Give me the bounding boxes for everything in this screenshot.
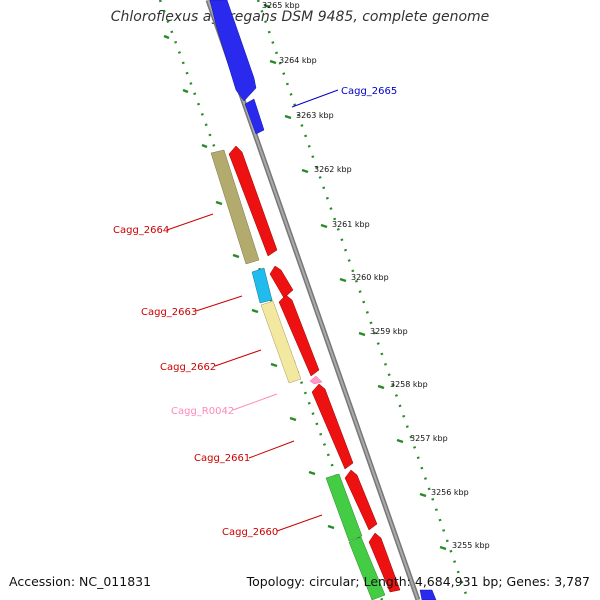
tick-label: 3260 kbp [351,273,389,282]
inner-ruler-ticks [163,34,335,530]
gene-label-cagg-2664[interactable]: Cagg_2664 [113,225,169,236]
gene-labels: Cagg_2665 Cagg_2664 Cagg_2663 Cagg_2662 … [113,86,397,538]
gene-label-cagg-2662[interactable]: Cagg_2662 [160,362,216,373]
map-title: Chloroflexus aggregans DSM 9485, complet… [110,9,490,25]
tick-label: 3258 kbp [390,380,428,389]
cds-feature-cagg-2662[interactable] [278,294,320,377]
tick-label: 3259 kbp [370,327,408,336]
tick-label: 3257 kbp [410,434,448,443]
cds-feature-cagg-2665-top[interactable] [209,0,257,102]
cog-category-features [210,149,386,600]
cog-bar-cagg-2660[interactable] [348,536,386,600]
cds-feature-cagg-2665[interactable] [244,98,265,135]
cds-feature-next[interactable] [368,532,401,593]
cog-bar-cagg-2661[interactable] [325,473,363,542]
tick-label: 3261 kbp [332,220,370,229]
forward-strand-features [209,0,437,600]
tick-label: 3255 kbp [452,541,490,550]
gene-label-cagg-r0042[interactable]: Cagg_R0042 [171,406,234,417]
gene-label-cagg-2661[interactable]: Cagg_2661 [194,453,250,464]
cog-bar-cagg-2663[interactable] [251,267,273,304]
outer-ruler-ticks [263,3,447,551]
cds-feature-cagg-2663[interactable] [269,265,294,299]
cog-bar-cagg-2662[interactable] [260,300,302,384]
tick-label: 3256 kbp [431,488,469,497]
reverse-strand-features [228,145,401,593]
label-leaders [166,89,339,532]
accession-text: Accession: NC_011831 [9,574,152,589]
tick-label: 3264 kbp [279,56,317,65]
cds-feature-cagg-2660[interactable] [344,469,378,531]
cds-feature-bottom[interactable] [419,589,437,600]
tick-label: 3265 kbp [262,1,300,10]
genome-summary-text: Topology: circular; Length: 4,684,931 bp… [246,574,590,589]
tick-label: 3263 kbp [296,111,334,120]
rna-feature-cagg-r0042[interactable] [309,375,323,385]
gene-label-cagg-2663[interactable]: Cagg_2663 [141,307,197,318]
cds-feature-cagg-2661[interactable] [311,383,354,470]
tick-labels: 3265 kbp 3264 kbp 3263 kbp 3262 kbp 3261… [262,1,490,550]
cds-feature-cagg-2664[interactable] [228,145,278,257]
outer-ruler-line [256,0,470,600]
gene-label-cagg-2660[interactable]: Cagg_2660 [222,527,278,538]
tick-label: 3262 kbp [314,165,352,174]
gene-label-cagg-2665[interactable]: Cagg_2665 [341,86,397,97]
cog-bar-cagg-2664[interactable] [210,149,260,265]
